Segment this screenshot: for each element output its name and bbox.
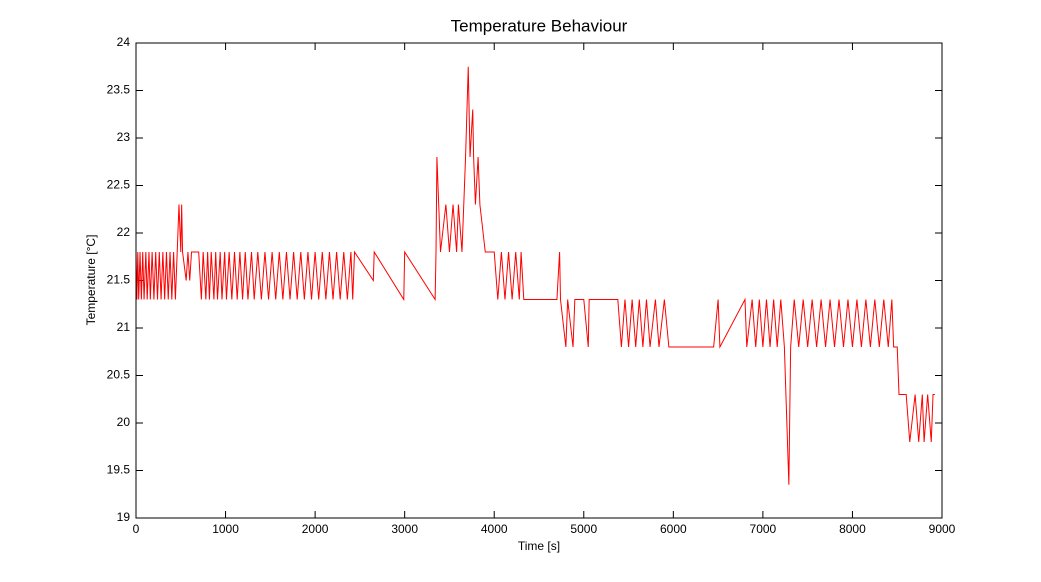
x-tick-label: 5000	[570, 522, 597, 536]
y-tick-label: 21	[117, 320, 131, 334]
y-tick-label: 19	[117, 510, 131, 524]
y-tick-label: 20	[117, 415, 131, 429]
x-tick-label: 8000	[839, 522, 866, 536]
y-tick-label: 24	[117, 35, 131, 49]
x-tick-label: 3000	[391, 522, 418, 536]
y-tick-label: 19.5	[107, 463, 131, 477]
x-axis-label: Time [s]	[518, 539, 560, 553]
x-tick-label: 0	[133, 522, 140, 536]
x-tick-label: 7000	[750, 522, 777, 536]
x-tick-label: 9000	[929, 522, 956, 536]
y-tick-label: 22	[117, 225, 131, 239]
plot-frame	[135, 42, 943, 519]
x-tick-label: 1000	[212, 522, 239, 536]
y-tick-label: 23.5	[107, 83, 131, 97]
y-axis-label: Temperature [°C]	[84, 235, 98, 326]
line-series	[135, 66, 935, 485]
y-tick-label: 23	[117, 130, 131, 144]
y-tick-label: 20.5	[107, 368, 131, 382]
y-tick-label: 21.5	[107, 273, 131, 287]
x-tick-label: 6000	[660, 522, 687, 536]
x-tick-label: 4000	[481, 522, 508, 536]
chart-title: Temperature Behaviour	[451, 16, 628, 35]
x-tick-label: 2000	[302, 522, 329, 536]
y-tick-label: 22.5	[107, 178, 131, 192]
